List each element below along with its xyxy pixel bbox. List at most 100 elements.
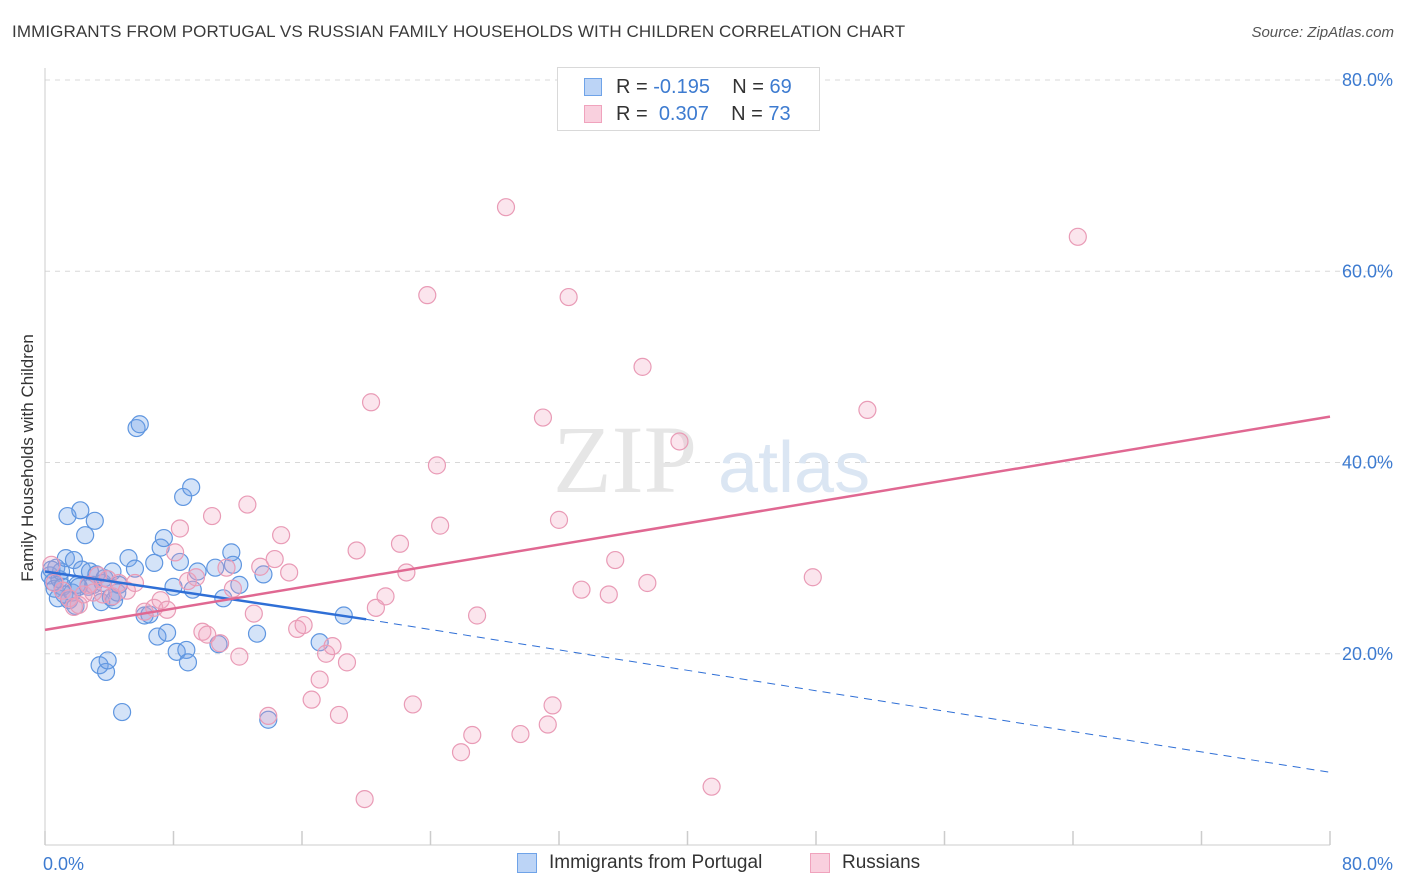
legend-swatch-blue [584, 78, 602, 96]
point-russians [329, 705, 349, 725]
legend-item-russians: Russians [810, 852, 920, 874]
x-tick-labels: 0.0% 80.0% [43, 854, 1393, 874]
point-russians [265, 549, 284, 569]
legend-r-value: 0.307 [658, 102, 709, 125]
point-russians [193, 622, 212, 641]
y-tick-label: 60.0% [1342, 261, 1393, 281]
point-russians [1068, 227, 1087, 246]
legend-r-value: -0.195 [653, 75, 710, 98]
point-russians [533, 408, 553, 427]
point-russians [217, 558, 236, 577]
x-tick-label-max: 80.0% [1342, 854, 1393, 874]
point-russians [633, 357, 652, 376]
point-portugal [71, 501, 90, 520]
correlation-legend: R = -0.195 N = 69 R = 0.307 N = 73 [557, 67, 820, 131]
point-russians [361, 393, 381, 412]
legend-row-portugal: R = -0.195 N = 69 [584, 75, 792, 99]
trend-lines [44, 415, 1331, 773]
point-russians [280, 563, 299, 582]
legend-swatch-pink [810, 853, 830, 873]
point-russians [198, 625, 217, 644]
legend-r-label: R = [616, 75, 648, 98]
legend-swatch-pink [584, 105, 602, 123]
grid-lines [45, 79, 1392, 655]
point-russians [151, 591, 170, 610]
legend-n-label: N = [731, 102, 763, 125]
point-russians [803, 568, 822, 587]
point-russians [251, 557, 270, 576]
point-russians [323, 636, 342, 656]
point-russians [210, 634, 230, 653]
x-tick-label-min: 0.0% [43, 854, 84, 874]
point-portugal [125, 559, 145, 578]
point-russians [347, 541, 366, 560]
point-russians [858, 400, 877, 420]
point-portugal [112, 702, 132, 722]
point-russians [302, 690, 321, 709]
legend-n-value: 73 [768, 102, 791, 125]
point-portugal [178, 653, 198, 672]
watermark-atlas: atlas [718, 428, 870, 508]
point-russians [427, 456, 447, 475]
point-russians [538, 715, 557, 734]
series-legend: Immigrants from Portugal Russians [0, 852, 1406, 878]
source-label: Source: ZipAtlas.com [1251, 24, 1394, 41]
point-portugal [182, 478, 201, 497]
series-russians-points [42, 198, 1087, 809]
point-russians [397, 563, 416, 582]
point-portugal [170, 552, 190, 572]
watermark-zip: ZIP [553, 406, 697, 513]
trend-line-portugal-extension [366, 618, 1331, 773]
legend-label-russians: Russians [842, 852, 921, 873]
point-portugal [96, 662, 116, 682]
point-portugal [157, 623, 177, 642]
point-russians [702, 777, 721, 796]
legend-n-value: 69 [769, 75, 792, 98]
point-portugal [130, 415, 149, 434]
legend-item-portugal: Immigrants from Portugal [517, 852, 762, 874]
point-russians [294, 615, 313, 635]
point-russians [599, 585, 618, 604]
point-portugal [119, 549, 138, 568]
point-russians [202, 506, 222, 526]
point-portugal [154, 528, 173, 548]
point-russians [166, 543, 185, 562]
point-russians [431, 516, 450, 535]
point-russians [186, 568, 206, 587]
point-russians [69, 595, 88, 615]
watermark: ZIP atlas [553, 406, 870, 513]
y-tick-label: 40.0% [1342, 453, 1393, 473]
chart-title: IMMIGRANTS FROM PORTUGAL VS RUSSIAN FAMI… [12, 22, 906, 41]
trend-line-russians [44, 415, 1331, 632]
point-russians [670, 432, 689, 451]
legend-r-label: R = [616, 102, 648, 125]
point-russians [238, 495, 257, 514]
point-russians [451, 743, 471, 762]
point-russians [418, 286, 437, 305]
point-portugal [259, 710, 278, 729]
trend-line-portugal [44, 570, 367, 621]
point-russians [463, 725, 482, 745]
point-russians [390, 534, 410, 553]
point-russians [223, 579, 243, 598]
y-tick-label: 20.0% [1342, 644, 1393, 664]
point-portugal [76, 526, 95, 545]
point-russians [355, 789, 374, 809]
point-portugal [148, 627, 167, 646]
legend-swatch-blue [517, 853, 537, 873]
point-russians [230, 647, 249, 666]
point-russians [403, 695, 422, 714]
y-tick-label: 80.0% [1342, 70, 1393, 90]
point-russians [496, 198, 516, 217]
point-russians [272, 526, 291, 545]
point-russians [244, 604, 263, 623]
point-russians [59, 589, 79, 608]
point-russians [170, 519, 190, 538]
point-russians [259, 706, 278, 726]
legend-n-label: N = [732, 75, 764, 98]
point-russians [543, 696, 562, 715]
point-portugal [151, 538, 170, 557]
point-russians [511, 724, 530, 744]
point-portugal [85, 511, 104, 530]
